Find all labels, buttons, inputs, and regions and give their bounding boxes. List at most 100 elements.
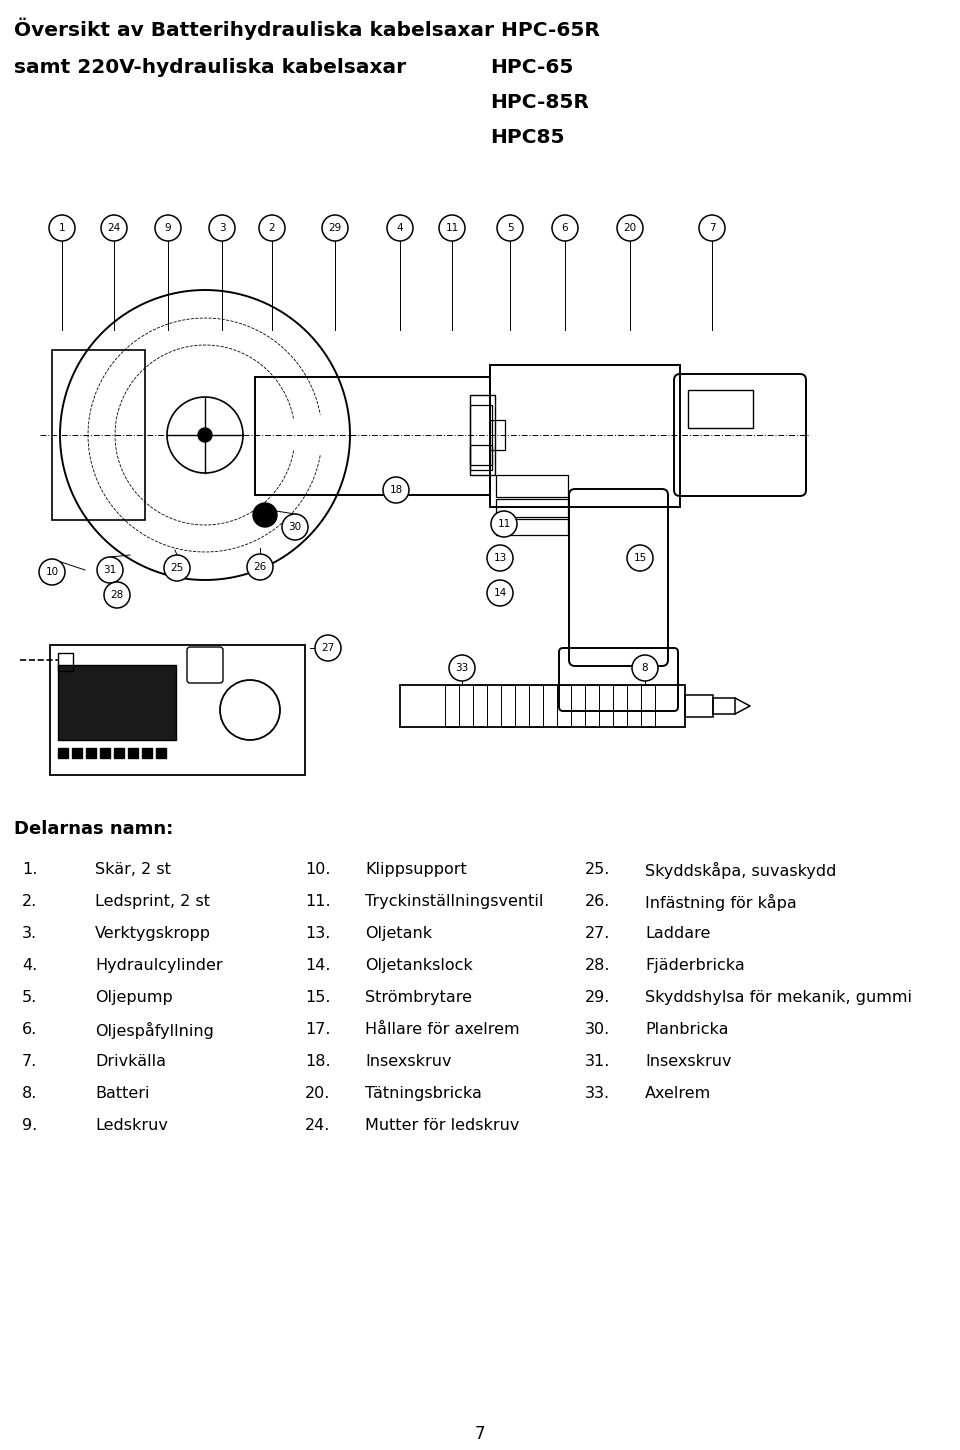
Bar — [100, 748, 110, 758]
Text: samt 220V-hydrauliska kabelsaxar: samt 220V-hydrauliska kabelsaxar — [14, 58, 406, 77]
Text: 2.: 2. — [22, 895, 37, 909]
Bar — [713, 697, 735, 713]
Bar — [445, 684, 459, 726]
Text: Planbricka: Planbricka — [645, 1022, 729, 1037]
Bar — [58, 652, 73, 671]
Text: Drivkälla: Drivkälla — [95, 1054, 166, 1069]
Text: 25.: 25. — [585, 861, 611, 877]
Text: 20.: 20. — [305, 1086, 330, 1101]
Text: 2: 2 — [269, 223, 276, 233]
Circle shape — [253, 503, 277, 526]
Bar — [496, 519, 568, 535]
Text: Verktygskropp: Verktygskropp — [95, 927, 211, 941]
Text: Delarnas namn:: Delarnas namn: — [14, 821, 173, 838]
Circle shape — [49, 215, 75, 241]
Bar — [496, 499, 568, 518]
Circle shape — [617, 215, 643, 241]
Text: HPC85: HPC85 — [490, 128, 564, 146]
Text: 29.: 29. — [585, 990, 611, 1005]
Text: 7.: 7. — [22, 1054, 37, 1069]
Text: 26: 26 — [253, 563, 267, 571]
Circle shape — [39, 560, 65, 584]
Text: Klippsupport: Klippsupport — [365, 861, 467, 877]
Circle shape — [198, 428, 212, 442]
Text: Oljetankslock: Oljetankslock — [365, 958, 472, 973]
Text: Mutter för ledskruv: Mutter för ledskruv — [365, 1118, 519, 1132]
Text: Insexskruv: Insexskruv — [365, 1054, 451, 1069]
Bar — [114, 748, 124, 758]
Bar — [529, 684, 543, 726]
Text: 18.: 18. — [305, 1054, 330, 1069]
Text: 11.: 11. — [305, 895, 330, 909]
Text: Tätningsbricka: Tätningsbricka — [365, 1086, 482, 1101]
Bar — [128, 748, 138, 758]
Bar — [496, 476, 568, 497]
Text: HPC-65: HPC-65 — [490, 58, 573, 77]
Text: Laddare: Laddare — [645, 927, 710, 941]
Text: Ledsprint, 2 st: Ledsprint, 2 st — [95, 895, 210, 909]
Text: 31.: 31. — [585, 1054, 611, 1069]
Text: 30.: 30. — [585, 1022, 611, 1037]
Circle shape — [491, 510, 517, 536]
Text: 30: 30 — [288, 522, 301, 532]
Text: 13: 13 — [493, 552, 507, 563]
Bar — [501, 684, 515, 726]
Text: Axelrem: Axelrem — [645, 1086, 711, 1101]
Text: 14.: 14. — [305, 958, 330, 973]
Circle shape — [97, 557, 123, 583]
Text: 17.: 17. — [305, 1022, 330, 1037]
Circle shape — [101, 215, 127, 241]
Bar — [470, 445, 492, 470]
Text: 25: 25 — [170, 563, 183, 573]
Text: Skyddskåpa, suvaskydd: Skyddskåpa, suvaskydd — [645, 861, 836, 879]
Circle shape — [104, 581, 130, 608]
Bar — [156, 748, 166, 758]
Circle shape — [155, 215, 181, 241]
Text: 15: 15 — [634, 552, 647, 563]
Circle shape — [322, 215, 348, 241]
Text: Oljepump: Oljepump — [95, 990, 173, 1005]
Text: 29: 29 — [328, 223, 342, 233]
Text: 33.: 33. — [585, 1086, 611, 1101]
Text: Tryckinställningsventil: Tryckinställningsventil — [365, 895, 543, 909]
Bar — [50, 645, 305, 774]
Circle shape — [632, 655, 658, 681]
Circle shape — [383, 477, 409, 503]
Text: Insexskruv: Insexskruv — [645, 1054, 732, 1069]
Text: 6.: 6. — [22, 1022, 37, 1037]
Text: 24.: 24. — [305, 1118, 330, 1132]
Text: Översikt av Batterihydrauliska kabelsaxar HPC-65R: Översikt av Batterihydrauliska kabelsaxa… — [14, 17, 600, 41]
Text: Ledskruv: Ledskruv — [95, 1118, 168, 1132]
Text: Oljespåfyllning: Oljespåfyllning — [95, 1022, 214, 1040]
Text: 3.: 3. — [22, 927, 37, 941]
Text: 27: 27 — [322, 642, 335, 652]
Text: 7: 7 — [708, 223, 715, 233]
Bar — [470, 405, 492, 465]
Text: Hydraulcylinder: Hydraulcylinder — [95, 958, 223, 973]
Text: Hållare för axelrem: Hållare för axelrem — [365, 1022, 519, 1037]
Bar — [490, 420, 505, 449]
Text: 5: 5 — [507, 223, 514, 233]
Circle shape — [487, 580, 513, 606]
Bar — [86, 748, 96, 758]
Circle shape — [259, 215, 285, 241]
Text: 10.: 10. — [305, 861, 330, 877]
Circle shape — [487, 545, 513, 571]
Text: 6: 6 — [562, 223, 568, 233]
Bar — [688, 390, 753, 428]
Text: Strömbrytare: Strömbrytare — [365, 990, 472, 1005]
Text: HPC-85R: HPC-85R — [490, 93, 588, 112]
Bar — [255, 377, 490, 494]
Text: 10: 10 — [45, 567, 59, 577]
Text: 24: 24 — [108, 223, 121, 233]
Text: 3: 3 — [219, 223, 226, 233]
Text: 8: 8 — [641, 663, 648, 673]
Bar — [613, 684, 627, 726]
Circle shape — [164, 555, 190, 581]
Text: Infästning för kåpa: Infästning för kåpa — [645, 895, 797, 911]
Text: Skär, 2 st: Skär, 2 st — [95, 861, 171, 877]
Text: 18: 18 — [390, 484, 402, 494]
Circle shape — [627, 545, 653, 571]
Text: Fjäderbricka: Fjäderbricka — [645, 958, 745, 973]
Circle shape — [315, 635, 341, 661]
